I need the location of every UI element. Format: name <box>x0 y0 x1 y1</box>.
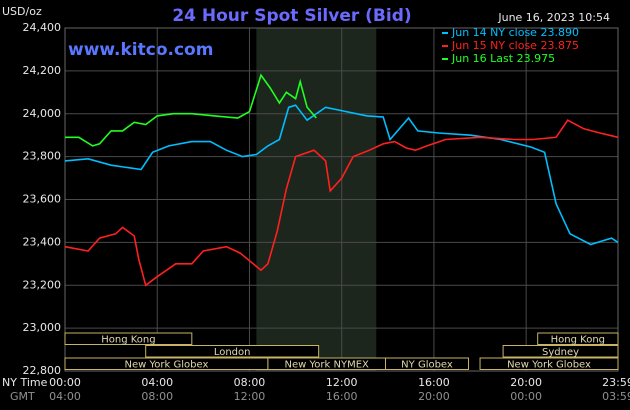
session-box <box>537 332 619 345</box>
session-box <box>502 345 619 358</box>
legend-entry: Jun 16 Last 23.975 <box>451 52 555 65</box>
x2-tick-label: 03:59 <box>602 390 630 403</box>
chart-title: 24 Hour Spot Silver (Bid) <box>172 6 411 26</box>
session-box <box>385 357 470 370</box>
x2-row-label: GMT <box>10 390 35 403</box>
session-label: New York NYMEX <box>285 359 370 370</box>
y-tick-label: 24,200 <box>23 64 62 77</box>
watermark: www.kitco.com <box>68 40 213 60</box>
y-tick-label: 23,400 <box>23 235 62 248</box>
session-label: New York Globex <box>125 359 209 370</box>
legend-entry: Jun 14 NY close 23.890 <box>451 26 579 39</box>
session-label: London <box>214 347 251 358</box>
y-tick-label: 23,600 <box>23 193 62 206</box>
x-tick-label: 12:00 <box>326 376 358 389</box>
session-box <box>145 345 320 358</box>
y-tick-label: 23,000 <box>23 321 62 334</box>
x-tick-label: 20:00 <box>510 376 542 389</box>
x2-tick-label: 04:00 <box>49 390 81 403</box>
session-label: NY Globex <box>401 359 453 370</box>
y-tick-label: 23,200 <box>23 278 62 291</box>
session-label: New York Globex <box>507 359 591 370</box>
x-tick-label: 04:00 <box>141 376 173 389</box>
y-tick-label: 22,800 <box>23 364 62 377</box>
session-box <box>64 332 193 345</box>
x-tick-label: 08:00 <box>234 376 266 389</box>
x2-tick-label: 08:00 <box>141 390 173 403</box>
x-tick-label: 00:00 <box>49 376 81 389</box>
x-tick-label: 16:00 <box>418 376 450 389</box>
x2-tick-label: 16:00 <box>326 390 358 403</box>
x-row-label: NY Time <box>2 376 48 389</box>
x2-tick-label: 12:00 <box>234 390 266 403</box>
y-tick-label: 24,000 <box>23 107 62 120</box>
series-line <box>65 73 317 147</box>
unit-label: USD/oz <box>2 5 42 18</box>
session-label: Sydney <box>542 347 579 358</box>
session-label: Hong Kong <box>101 334 155 345</box>
x2-tick-label: 00:00 <box>510 390 542 403</box>
y-tick-label: 24,400 <box>23 21 62 34</box>
series-line <box>64 119 619 287</box>
x2-tick-label: 20:00 <box>418 390 450 403</box>
session-label: Hong Kong <box>551 334 605 345</box>
timestamp: June 16, 2023 10:54 <box>497 11 610 24</box>
legend-entry: Jun 15 NY close 23.875 <box>451 39 579 52</box>
session-box <box>479 357 619 370</box>
plot-frame <box>64 27 619 372</box>
y-tick-label: 23,800 <box>23 150 62 163</box>
series-line <box>64 104 619 246</box>
x-tick-label: 23:59 <box>602 376 630 389</box>
